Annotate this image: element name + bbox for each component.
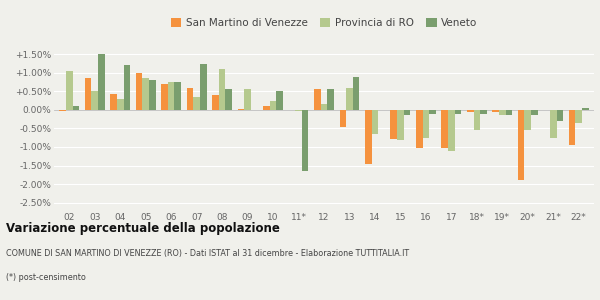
Bar [117, 99, 124, 110]
Bar [270, 100, 277, 110]
Bar [429, 110, 436, 114]
Bar [524, 110, 531, 130]
Bar [422, 110, 429, 138]
Bar [302, 110, 308, 171]
Bar [226, 89, 232, 110]
Bar [340, 110, 346, 127]
Bar [506, 110, 512, 116]
Bar [328, 89, 334, 110]
Legend: San Martino di Venezze, Provincia di RO, Veneto: San Martino di Venezze, Provincia di RO,… [167, 14, 481, 32]
Bar [219, 69, 226, 110]
Bar [187, 88, 193, 110]
Bar [531, 110, 538, 116]
Bar [371, 110, 378, 134]
Bar [142, 78, 149, 110]
Bar [263, 106, 270, 110]
Bar [550, 110, 557, 138]
Bar [73, 106, 79, 110]
Text: (*) post-censimento: (*) post-censimento [6, 273, 86, 282]
Bar [124, 65, 130, 110]
Bar [455, 110, 461, 114]
Bar [582, 108, 589, 110]
Bar [365, 110, 371, 164]
Bar [244, 89, 251, 110]
Bar [346, 88, 353, 110]
Bar [442, 110, 448, 148]
Bar [320, 104, 328, 110]
Bar [397, 110, 404, 140]
Text: COMUNE DI SAN MARTINO DI VENEZZE (RO) - Dati ISTAT al 31 dicembre - Elaborazione: COMUNE DI SAN MARTINO DI VENEZZE (RO) - … [6, 249, 409, 258]
Bar [149, 80, 155, 110]
Bar [575, 110, 582, 123]
Bar [98, 54, 104, 110]
Bar [136, 73, 142, 110]
Bar [277, 91, 283, 110]
Bar [473, 110, 480, 130]
Bar [480, 110, 487, 114]
Bar [493, 110, 499, 112]
Bar [85, 78, 91, 110]
Bar [59, 110, 66, 111]
Bar [175, 82, 181, 110]
Bar [416, 110, 422, 148]
Bar [91, 91, 98, 110]
Bar [448, 110, 455, 151]
Bar [467, 110, 473, 112]
Text: Variazione percentuale della popolazione: Variazione percentuale della popolazione [6, 222, 280, 235]
Bar [193, 97, 200, 110]
Bar [391, 110, 397, 139]
Bar [353, 76, 359, 110]
Bar [518, 110, 524, 180]
Bar [238, 109, 244, 110]
Bar [66, 71, 73, 110]
Bar [212, 95, 219, 110]
Bar [161, 84, 168, 110]
Bar [404, 110, 410, 116]
Bar [295, 110, 302, 111]
Bar [557, 110, 563, 121]
Bar [200, 64, 206, 110]
Bar [168, 82, 175, 110]
Bar [314, 89, 320, 110]
Bar [499, 110, 506, 116]
Bar [569, 110, 575, 145]
Bar [110, 94, 117, 110]
